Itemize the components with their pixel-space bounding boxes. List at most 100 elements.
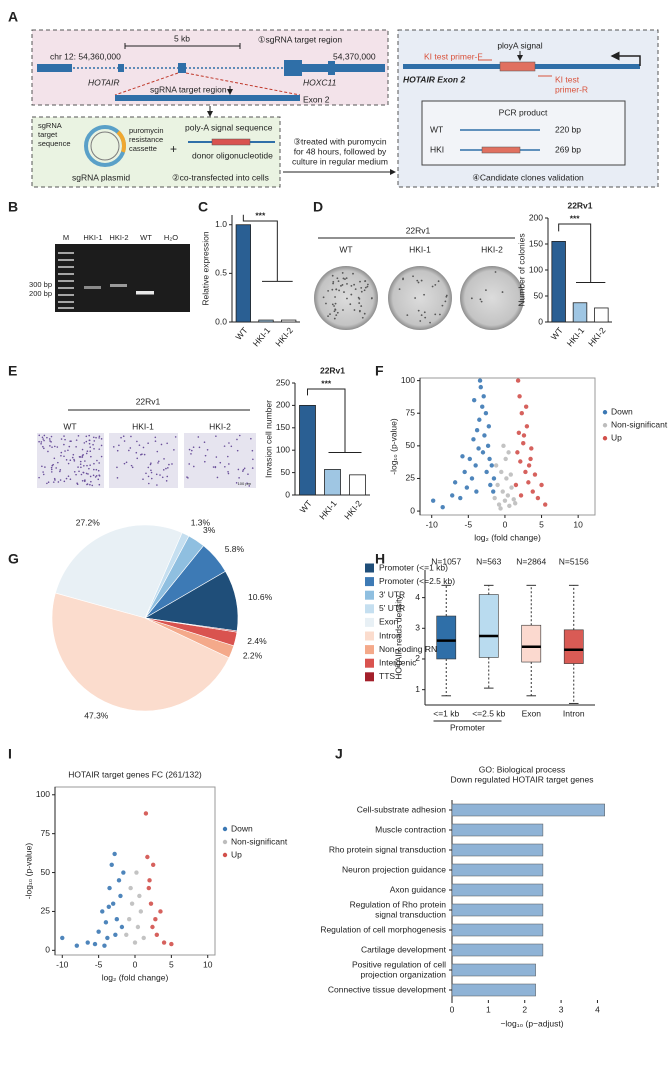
cell: [90, 480, 92, 483]
colony: [470, 297, 473, 300]
primer-label: KI test primer-F: [424, 51, 483, 61]
colony: [363, 289, 366, 292]
transfection-box: [31, 116, 281, 188]
cell: [75, 439, 78, 441]
donor-label: donor oligonucleotide: [192, 150, 273, 160]
cell: [72, 453, 75, 456]
x-tick-label: WT: [298, 498, 314, 515]
cell: [94, 476, 97, 478]
cell: [159, 474, 161, 476]
lane-label: WT: [140, 233, 152, 242]
point: [499, 469, 504, 475]
colony: [331, 303, 334, 306]
colony: [434, 313, 437, 316]
point: [148, 901, 154, 906]
cell: [161, 476, 164, 479]
point: [500, 489, 505, 494]
cell: [142, 446, 145, 449]
region-title: ①sgRNA target region: [258, 34, 342, 44]
donor-insert: [211, 138, 251, 146]
cell: [67, 462, 70, 465]
y-tick-label: 0: [538, 316, 543, 326]
polya-label: poly-A signal sequence: [185, 122, 273, 132]
point: [543, 502, 548, 507]
cassette-label: puromycin: [129, 126, 164, 135]
cell: [56, 446, 59, 448]
bar: [551, 240, 566, 323]
ladder-band: [58, 259, 74, 261]
ladder-band: [58, 294, 74, 296]
point: [481, 394, 486, 399]
cell: [73, 460, 76, 462]
cell: [51, 464, 54, 467]
x-tick-label: WT: [233, 325, 249, 342]
colony: [352, 272, 354, 275]
gel-band: [110, 284, 127, 287]
colony: [485, 289, 487, 292]
x-tick-label: HKI-2: [586, 325, 608, 348]
legend-label: Exon: [379, 617, 399, 627]
cell: [157, 462, 159, 464]
cell: [57, 481, 60, 483]
point: [480, 450, 486, 455]
colony: [340, 284, 342, 287]
cell: [49, 445, 51, 447]
cell: [63, 480, 66, 483]
cell: [48, 438, 51, 440]
colony: [419, 320, 422, 322]
significance: ***: [570, 213, 581, 223]
cell: [131, 466, 134, 469]
cell: [206, 448, 209, 451]
cell: [228, 442, 230, 444]
point: [496, 502, 502, 507]
cell: [93, 462, 95, 465]
y-tick-label: 1: [415, 684, 420, 694]
point: [469, 476, 475, 481]
y-tick-label: 4: [415, 592, 420, 602]
colony: [337, 280, 340, 283]
cell: [123, 462, 126, 465]
cell: [63, 443, 65, 446]
colony: [331, 288, 334, 291]
cell: [57, 461, 59, 464]
colony: [359, 280, 361, 283]
cell: [174, 436, 177, 438]
cell: [97, 478, 100, 481]
gel-band: [136, 291, 154, 295]
legend-swatch: [365, 563, 374, 573]
pcr-insert: [481, 146, 521, 154]
point: [495, 482, 500, 488]
legend-label: Down: [231, 823, 253, 833]
cell: [148, 482, 150, 485]
y-tick-label: 150: [276, 422, 290, 432]
point: [135, 924, 141, 930]
panel-label: A: [8, 9, 18, 25]
point: [129, 901, 135, 906]
significance: ***: [255, 210, 266, 220]
coord-label: 54,370,000: [333, 51, 376, 61]
x-tick-label: HKI-1: [565, 325, 587, 348]
point: [519, 411, 524, 416]
bar: [451, 983, 536, 997]
colony: [335, 314, 338, 316]
point: [493, 463, 499, 468]
cell: [50, 466, 53, 469]
colony: [360, 286, 363, 289]
cell: [79, 460, 82, 463]
cell: [85, 440, 88, 443]
cell: [54, 445, 56, 448]
cell: [216, 476, 219, 479]
bar: [572, 302, 588, 323]
cell: [166, 442, 168, 445]
y-tick-label: 50: [281, 467, 291, 477]
point: [105, 935, 110, 941]
cell: [89, 450, 92, 453]
colony: [358, 309, 361, 312]
exon: [284, 60, 302, 76]
exon: [178, 63, 186, 73]
cell: [136, 457, 139, 460]
legend-label: Promoter (<=1 kb): [379, 562, 448, 572]
colony: [336, 277, 339, 280]
cell: [224, 465, 226, 468]
point: [106, 904, 112, 909]
